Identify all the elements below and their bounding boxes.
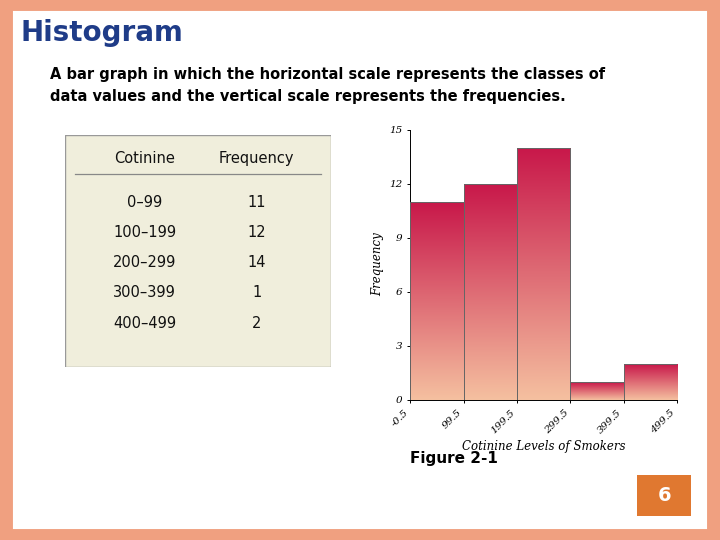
Y-axis label: Frequency: Frequency <box>372 233 384 296</box>
Bar <box>410 201 464 400</box>
Text: 0–99: 0–99 <box>127 195 162 210</box>
Text: Frequency: Frequency <box>219 151 294 166</box>
Text: 200–299: 200–299 <box>113 255 176 270</box>
Text: 100–199: 100–199 <box>113 225 176 240</box>
Text: 400–499: 400–499 <box>113 315 176 330</box>
Bar <box>624 363 677 400</box>
Text: Cotinine: Cotinine <box>114 151 175 166</box>
Text: A bar graph in which the horizontal scale represents the classes of
data values : A bar graph in which the horizontal scal… <box>50 68 606 104</box>
Text: 2: 2 <box>252 315 261 330</box>
Text: 12: 12 <box>247 225 266 240</box>
Text: 6: 6 <box>657 486 671 505</box>
Text: 1: 1 <box>252 286 261 300</box>
FancyBboxPatch shape <box>65 135 331 367</box>
Bar <box>464 184 517 400</box>
FancyBboxPatch shape <box>636 474 693 517</box>
Bar <box>517 147 570 400</box>
Text: Figure 2-1: Figure 2-1 <box>410 451 498 467</box>
Text: Histogram: Histogram <box>20 19 183 47</box>
Bar <box>570 382 624 400</box>
X-axis label: Cotinine Levels of Smokers: Cotinine Levels of Smokers <box>462 440 626 453</box>
Text: 11: 11 <box>248 195 266 210</box>
Text: 300–399: 300–399 <box>113 286 176 300</box>
Text: 14: 14 <box>248 255 266 270</box>
